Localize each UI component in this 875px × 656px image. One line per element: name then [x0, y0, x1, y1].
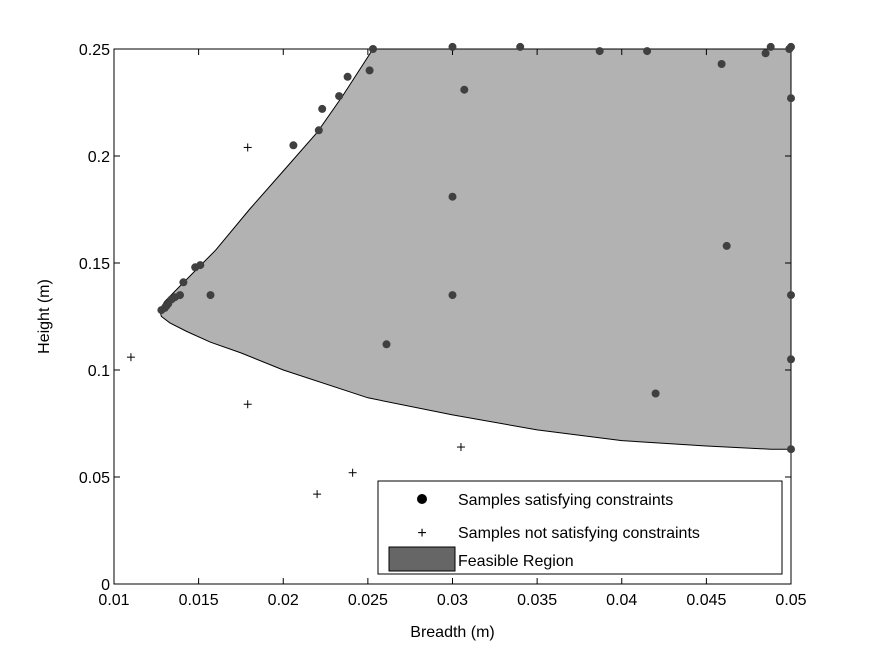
sample-satisfying-point [365, 66, 374, 75]
sample-satisfying-point [595, 47, 604, 56]
legend-marker-satisfying [417, 494, 427, 504]
legend-label-feasible-region: Feasible Region [458, 553, 574, 570]
sample-satisfying-point [766, 42, 775, 51]
sample-satisfying-point [448, 291, 457, 300]
sample-not-satisfying-point [313, 490, 322, 499]
points-layer [126, 42, 795, 499]
sample-satisfying-point [787, 445, 795, 454]
sample-satisfying-point [717, 60, 726, 68]
sample-satisfying-point [191, 263, 200, 272]
feasible-region-layer [159, 48, 792, 450]
x-tick-label: 0.01 [98, 592, 129, 609]
x-tick-label: 0.045 [686, 592, 726, 609]
feasible-region [159, 48, 792, 450]
x-tick-label: 0.035 [517, 592, 557, 609]
y-tick-label: 0.1 [88, 363, 110, 380]
y-tick-label: 0.05 [79, 470, 110, 487]
ticks-layer: 0.01 0.015 0.02 0.025 0.03 0.035 0.04 0.045 0.05… [79, 42, 807, 609]
sample-not-satisfying-point [243, 400, 252, 409]
sample-satisfying-point [722, 241, 731, 250]
sample-satisfying-point [335, 92, 344, 101]
legend-box [377, 480, 783, 575]
legend-label-satisfying: Samples satisfying constraints [458, 492, 673, 509]
y-tick-label: 0 [101, 577, 110, 594]
sample-not-satisfying-point [126, 353, 135, 362]
sample-satisfying-point [289, 141, 298, 150]
y-axis-label: Height (m) [36, 279, 53, 354]
sample-satisfying-point [516, 42, 525, 51]
x-tick-label: 0.05 [775, 592, 806, 609]
legend: + Samples satisfying constraints Samples… [377, 480, 783, 575]
legend-patch-feasible-region [388, 546, 456, 572]
sample-satisfying-point [382, 340, 391, 349]
sample-satisfying-point [448, 42, 457, 51]
sample-not-satisfying-point [243, 143, 252, 152]
x-axis-label: Breadth (m) [410, 624, 494, 641]
sample-satisfying-point [651, 389, 660, 398]
sample-satisfying-point [157, 306, 166, 315]
x-tick-label: 0.025 [348, 592, 388, 609]
x-tick-label: 0.015 [179, 592, 219, 609]
sample-satisfying-point [369, 45, 377, 53]
sample-satisfying-point [460, 85, 469, 94]
y-tick-label: 0.2 [88, 149, 110, 166]
sample-satisfying-point [787, 355, 795, 364]
x-tick-label: 0.04 [606, 592, 637, 609]
sample-satisfying-point [318, 104, 327, 113]
legend-label-not-satisfying: Samples not satisfying constraints [458, 525, 700, 542]
sample-satisfying-point [314, 126, 323, 135]
x-tick-label: 0.02 [268, 592, 299, 609]
sample-satisfying-point [787, 42, 795, 51]
sample-satisfying-point [787, 291, 795, 300]
y-tick-label: 0.15 [79, 256, 110, 273]
sample-satisfying-point [179, 278, 188, 287]
sample-satisfying-point [761, 49, 770, 58]
sample-satisfying-point [448, 192, 457, 201]
sample-satisfying-point [787, 94, 795, 103]
sample-satisfying-point [643, 47, 652, 56]
x-tick-label: 0.03 [437, 592, 468, 609]
y-tick-label: 0.25 [79, 42, 110, 59]
sample-satisfying-point [206, 291, 215, 300]
legend-marker-not-satisfying: + [417, 525, 426, 542]
sample-satisfying-point [343, 72, 352, 81]
sample-not-satisfying-point [348, 468, 357, 477]
sample-not-satisfying-point [456, 443, 465, 452]
